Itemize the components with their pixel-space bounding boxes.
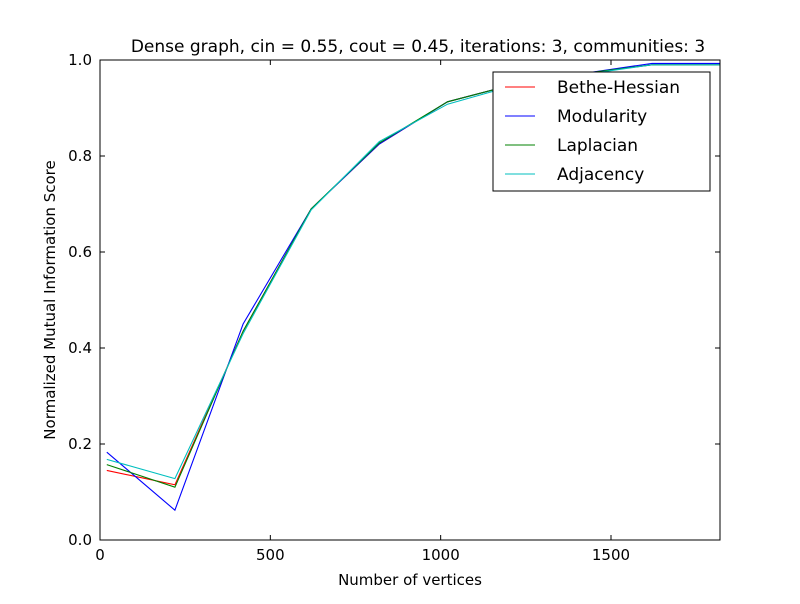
y-tick-label: 0.6 — [68, 243, 92, 261]
y-tick-label: 0.0 — [68, 531, 92, 549]
legend-label-bethe-hessian: Bethe-Hessian — [557, 78, 680, 98]
y-tick-label: 0.8 — [68, 147, 92, 165]
y-tick-label: 0.2 — [68, 435, 92, 453]
x-tick-label: 500 — [256, 546, 285, 564]
legend-label-modularity: Modularity — [557, 107, 647, 127]
tick-layer: 0 500 1000 1500 0.0 0.2 0.4 0.6 0.8 1.0 — [68, 51, 720, 564]
legend: Bethe-Hessian Modularity Laplacian Adjacenc… — [492, 71, 711, 192]
legend-label-adjacency: Adjacency — [557, 165, 644, 185]
legend-frame — [492, 71, 711, 192]
series-line-adjacency — [106, 64, 720, 480]
x-axis-label: Number of vertices — [338, 571, 482, 589]
x-tick-label: 1000 — [422, 546, 460, 564]
y-axis-label: Normalized Mutual Information Score — [41, 160, 59, 439]
x-tick-label: 0 — [95, 546, 105, 564]
y-tick-label: 1.0 — [68, 51, 92, 69]
series-layer — [106, 62, 720, 512]
y-tick-label: 0.4 — [68, 339, 92, 357]
legend-label-laplacian: Laplacian — [557, 136, 638, 156]
axes-frame — [99, 59, 721, 541]
chart-title: Dense graph, cin = 0.55, cout = 0.45, it… — [131, 37, 705, 57]
x-tick-label: 1500 — [592, 546, 630, 564]
